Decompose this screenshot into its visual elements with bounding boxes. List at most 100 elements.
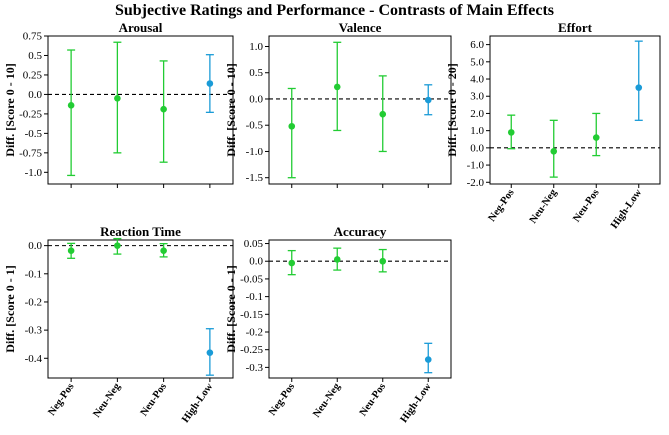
valence-neu-pos-errorbar bbox=[378, 75, 387, 153]
effort-ytick-label: -1.0 bbox=[467, 160, 485, 172]
reaction-time-ylabel: Diff. [Score 0 - 1] bbox=[3, 265, 17, 352]
reaction-time-xtick-label: Neu-Neg bbox=[91, 381, 123, 420]
accuracy-neu-neg-point bbox=[333, 256, 341, 263]
reaction-time-high-low-errorbar bbox=[205, 328, 214, 376]
accuracy-neg-pos-point bbox=[288, 259, 296, 267]
arousal-neu-neg-point bbox=[114, 95, 121, 102]
panels: Arousal Diff. [Score 0 - 10] 0.75 0.5 0.25 0.… bbox=[3, 20, 661, 425]
arousal-neu-neg-errorbar bbox=[113, 41, 122, 154]
accuracy-neu-pos-errorbar bbox=[378, 248, 387, 273]
reaction-time-ytick-label: -0.3 bbox=[25, 325, 43, 337]
effort-ytick-label: 1.0 bbox=[470, 125, 484, 137]
valence-neg-pos-errorbar bbox=[287, 87, 296, 179]
accuracy-ytick-label: -0.05 bbox=[240, 273, 263, 285]
valence-neu-neg-errorbar bbox=[333, 41, 342, 132]
valence-ylabel: Diff. [Score 0 - 10] bbox=[224, 63, 238, 156]
arousal-neu-pos-point bbox=[160, 105, 167, 113]
accuracy-ytick-label: 0.05 bbox=[244, 238, 264, 250]
accuracy-ytick-label: 0.0 bbox=[249, 256, 263, 268]
effort-xtick-label: Neu-Pos bbox=[571, 187, 601, 224]
effort-neu-pos-errorbar bbox=[592, 112, 601, 157]
reaction-time-panel: Reaction Time Diff. [Score 0 - 1] 0.0 -0.1 -… bbox=[3, 224, 234, 425]
reaction-time-ytick-label: -0.4 bbox=[25, 353, 43, 365]
effort-ytick-label: -2.0 bbox=[467, 177, 485, 189]
effort-neu-neg-point bbox=[550, 148, 558, 155]
accuracy-ytick-label: -0.25 bbox=[240, 344, 263, 356]
arousal-axes-frame bbox=[47, 35, 234, 185]
reaction-time-title: Reaction Time bbox=[100, 224, 181, 239]
effort-ytick-label: 5.0 bbox=[470, 56, 484, 68]
valence-ytick-label: 0.5 bbox=[249, 67, 263, 79]
arousal-ytick-label: -0.75 bbox=[19, 147, 42, 159]
reaction-time-xtick-label: Neu-Pos bbox=[139, 381, 169, 418]
accuracy-high-low-point bbox=[424, 356, 432, 363]
effort-xtick-label: Neg-Pos bbox=[487, 187, 517, 223]
accuracy-xtick-label: Neu-Pos bbox=[358, 381, 388, 418]
accuracy-axes-frame bbox=[268, 239, 452, 379]
arousal-title: Arousal bbox=[119, 20, 163, 35]
effort-neg-pos-point bbox=[507, 129, 515, 136]
arousal-panel: Arousal Diff. [Score 0 - 10] 0.75 0.5 0.25 0.… bbox=[3, 20, 234, 188]
effort-ytick-label: 2.0 bbox=[470, 108, 484, 120]
accuracy-xtick-label: Neg-Pos bbox=[267, 381, 297, 417]
arousal-ytick-label: -0.25 bbox=[19, 108, 42, 120]
reaction-time-neg-pos-point bbox=[67, 247, 75, 255]
accuracy-neg-pos-errorbar bbox=[287, 249, 296, 276]
valence-ytick-label: 0.0 bbox=[249, 93, 263, 105]
accuracy-neu-pos-point bbox=[379, 257, 387, 265]
accuracy-ylabel: Diff. [Score 0 - 1] bbox=[224, 265, 238, 352]
valence-ytick-label: 1.0 bbox=[249, 41, 263, 53]
reaction-time-neu-pos-point bbox=[160, 247, 167, 255]
arousal-ylabel: Diff. [Score 0 - 10] bbox=[3, 63, 17, 156]
accuracy-panel: Accuracy Diff. [Score 0 - 1] 0.05 0.0 -0.05 -… bbox=[224, 224, 452, 425]
effort-title: Effort bbox=[558, 20, 593, 35]
accuracy-ytick-label: -0.1 bbox=[246, 291, 263, 303]
effort-ytick-label: 4.0 bbox=[470, 74, 484, 86]
effort-neu-pos-point bbox=[592, 134, 600, 141]
reaction-time-neu-pos-errorbar bbox=[159, 243, 168, 258]
valence-neu-pos-point bbox=[379, 110, 387, 118]
effort-high-low-point bbox=[635, 84, 643, 91]
arousal-neg-pos-errorbar bbox=[67, 49, 76, 177]
accuracy-high-low-errorbar bbox=[424, 342, 433, 374]
figure-title: Subjective Ratings and Performance - Con… bbox=[115, 2, 554, 19]
valence-neg-pos-point bbox=[288, 122, 296, 130]
accuracy-xtick-label: High-Low bbox=[399, 381, 434, 425]
accuracy-neu-neg-errorbar bbox=[333, 247, 342, 271]
accuracy-ytick-label: -0.15 bbox=[240, 309, 263, 321]
reaction-time-high-low-point bbox=[206, 349, 214, 356]
arousal-neg-pos-point bbox=[67, 102, 75, 109]
effort-panel: Effort Diff. [Score 0 - 20] 6.0 5.0 4.0 3.0 2.… bbox=[445, 20, 661, 231]
arousal-ytick-label: 0.75 bbox=[23, 31, 43, 43]
arousal-ytick-label: 0.25 bbox=[23, 69, 43, 81]
effort-ytick-label: 0.0 bbox=[470, 142, 484, 154]
accuracy-ytick-label: -0.2 bbox=[246, 327, 263, 339]
arousal-neu-pos-errorbar bbox=[159, 60, 168, 163]
effort-ylabel: Diff. [Score 0 - 20] bbox=[445, 63, 459, 156]
arousal-ytick-label: 0.0 bbox=[28, 89, 42, 101]
valence-panel: Valence Diff. [Score 0 - 10] 1.0 0.5 0.0 -0.5… bbox=[224, 20, 452, 188]
accuracy-title: Accuracy bbox=[334, 224, 387, 239]
valence-axes-frame bbox=[268, 35, 452, 185]
reaction-time-xtick-label: Neg-Pos bbox=[46, 381, 76, 417]
arousal-high-low-point bbox=[206, 80, 214, 87]
accuracy-xtick-label: Neu-Neg bbox=[311, 381, 343, 420]
reaction-time-neg-pos-errorbar bbox=[67, 242, 76, 259]
reaction-time-axes-frame bbox=[47, 239, 234, 379]
valence-neu-neg-point bbox=[333, 83, 341, 91]
effort-neg-pos-errorbar bbox=[507, 114, 516, 150]
effort-neu-neg-errorbar bbox=[549, 119, 558, 178]
reaction-time-ytick-label: 0.0 bbox=[28, 240, 42, 252]
reaction-time-neu-neg-errorbar bbox=[113, 237, 122, 255]
effort-axes-frame bbox=[489, 35, 661, 185]
effort-ytick-label: 3.0 bbox=[470, 91, 484, 103]
valence-ytick-label: -1.0 bbox=[246, 146, 264, 158]
arousal-high-low-errorbar bbox=[205, 54, 214, 113]
reaction-time-ytick-label: -0.1 bbox=[25, 268, 42, 280]
reaction-time-ytick-label: -0.2 bbox=[25, 296, 42, 308]
arousal-ytick-label: -1.0 bbox=[25, 167, 43, 179]
accuracy-ytick-label: -0.3 bbox=[246, 362, 264, 374]
effort-high-low-errorbar bbox=[634, 40, 643, 121]
arousal-ytick-label: -0.5 bbox=[25, 128, 43, 140]
